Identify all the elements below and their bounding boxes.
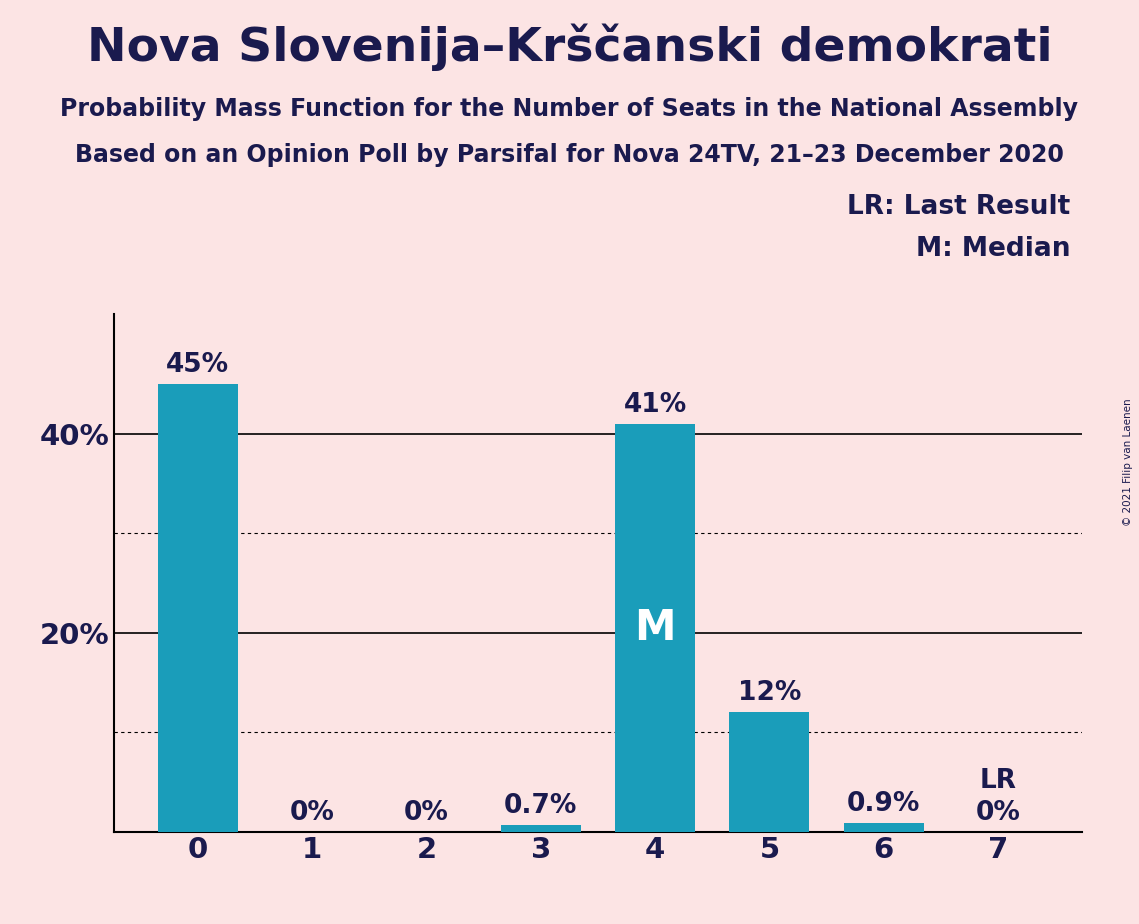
- Text: M: M: [634, 607, 675, 649]
- Text: 0.9%: 0.9%: [847, 791, 920, 817]
- Text: 0%: 0%: [289, 799, 335, 826]
- Bar: [158, 383, 238, 832]
- Text: Nova Slovenija–Krščanski demokrati: Nova Slovenija–Krščanski demokrati: [87, 23, 1052, 70]
- Text: 0%: 0%: [404, 799, 449, 826]
- Bar: [729, 712, 810, 832]
- Bar: [615, 423, 695, 832]
- Text: 45%: 45%: [166, 352, 229, 378]
- Text: LR: Last Result: LR: Last Result: [847, 194, 1071, 220]
- Text: 41%: 41%: [623, 392, 687, 418]
- Text: 0.7%: 0.7%: [505, 793, 577, 819]
- Bar: [844, 822, 924, 832]
- Text: Probability Mass Function for the Number of Seats in the National Assembly: Probability Mass Function for the Number…: [60, 97, 1079, 121]
- Text: Based on an Opinion Poll by Parsifal for Nova 24TV, 21–23 December 2020: Based on an Opinion Poll by Parsifal for…: [75, 143, 1064, 167]
- Text: 12%: 12%: [738, 680, 801, 706]
- Bar: [501, 824, 581, 832]
- Text: © 2021 Filip van Laenen: © 2021 Filip van Laenen: [1123, 398, 1133, 526]
- Text: LR: LR: [980, 768, 1016, 794]
- Text: M: Median: M: Median: [916, 236, 1071, 261]
- Text: 0%: 0%: [976, 799, 1021, 826]
